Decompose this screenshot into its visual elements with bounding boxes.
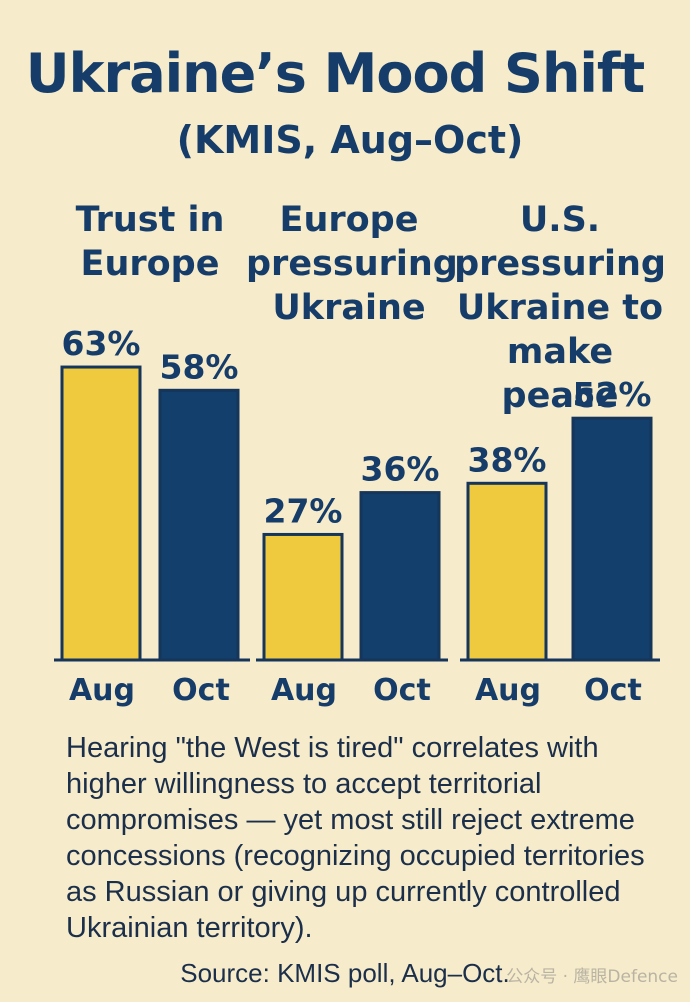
group-label-line: Ukraine to [456, 288, 664, 328]
chart-subtitle: (KMIS, Aug–Oct) [176, 118, 524, 162]
bar-value-label: 38% [468, 440, 547, 479]
group-label-europe-pressuring: Europe pressuring Ukraine [246, 198, 458, 330]
x-tick-label: Aug [475, 673, 541, 708]
group-label-line: pressuring [246, 244, 458, 284]
chart-title: Ukraine’s Mood Shift [25, 42, 645, 105]
bar-value-label: 27% [264, 491, 343, 530]
category-axis-labels: Aug Oct Aug Oct Aug Oct [69, 673, 642, 708]
x-tick-label: Aug [69, 673, 135, 708]
bar-oct [158, 388, 240, 662]
x-tick-label: Oct [172, 673, 230, 708]
bar-value-label: 63% [62, 324, 141, 363]
bar-value-label: 58% [160, 347, 239, 386]
group-label-line: Ukraine [272, 288, 426, 328]
group-label-line: U.S. [519, 200, 601, 240]
group-label-line: pressuring [454, 244, 666, 284]
group-label-line: Trust in [75, 200, 225, 240]
bar-oct [571, 416, 653, 662]
x-tick-label: Oct [373, 673, 431, 708]
bar-aug [60, 365, 142, 662]
bar-value-label: 36% [361, 450, 440, 489]
watermark: 公众号 · 鹰眼Defence [506, 967, 678, 987]
bar-chart: 63% 58% 27% 36% 38% 52% [54, 324, 660, 662]
bar-oct [359, 491, 441, 662]
caption-text: Hearing "the West is tired" correlates w… [66, 732, 645, 944]
group-label-us-pressuring: U.S. pressuring Ukraine to make peace [450, 198, 670, 418]
bar-aug [466, 481, 548, 662]
group-label-line: Europe [279, 200, 419, 240]
group-label-line: make peace [501, 332, 619, 416]
group-label-trust-europe: Trust in Europe [50, 198, 250, 286]
bar-aug [262, 532, 344, 662]
source-note: Source: KMIS poll, Aug–Oct. [180, 958, 510, 988]
x-tick-label: Oct [584, 673, 642, 708]
bar-value-label: 52% [573, 375, 652, 414]
group-label-line: Europe [80, 244, 220, 284]
x-tick-label: Aug [271, 673, 337, 708]
